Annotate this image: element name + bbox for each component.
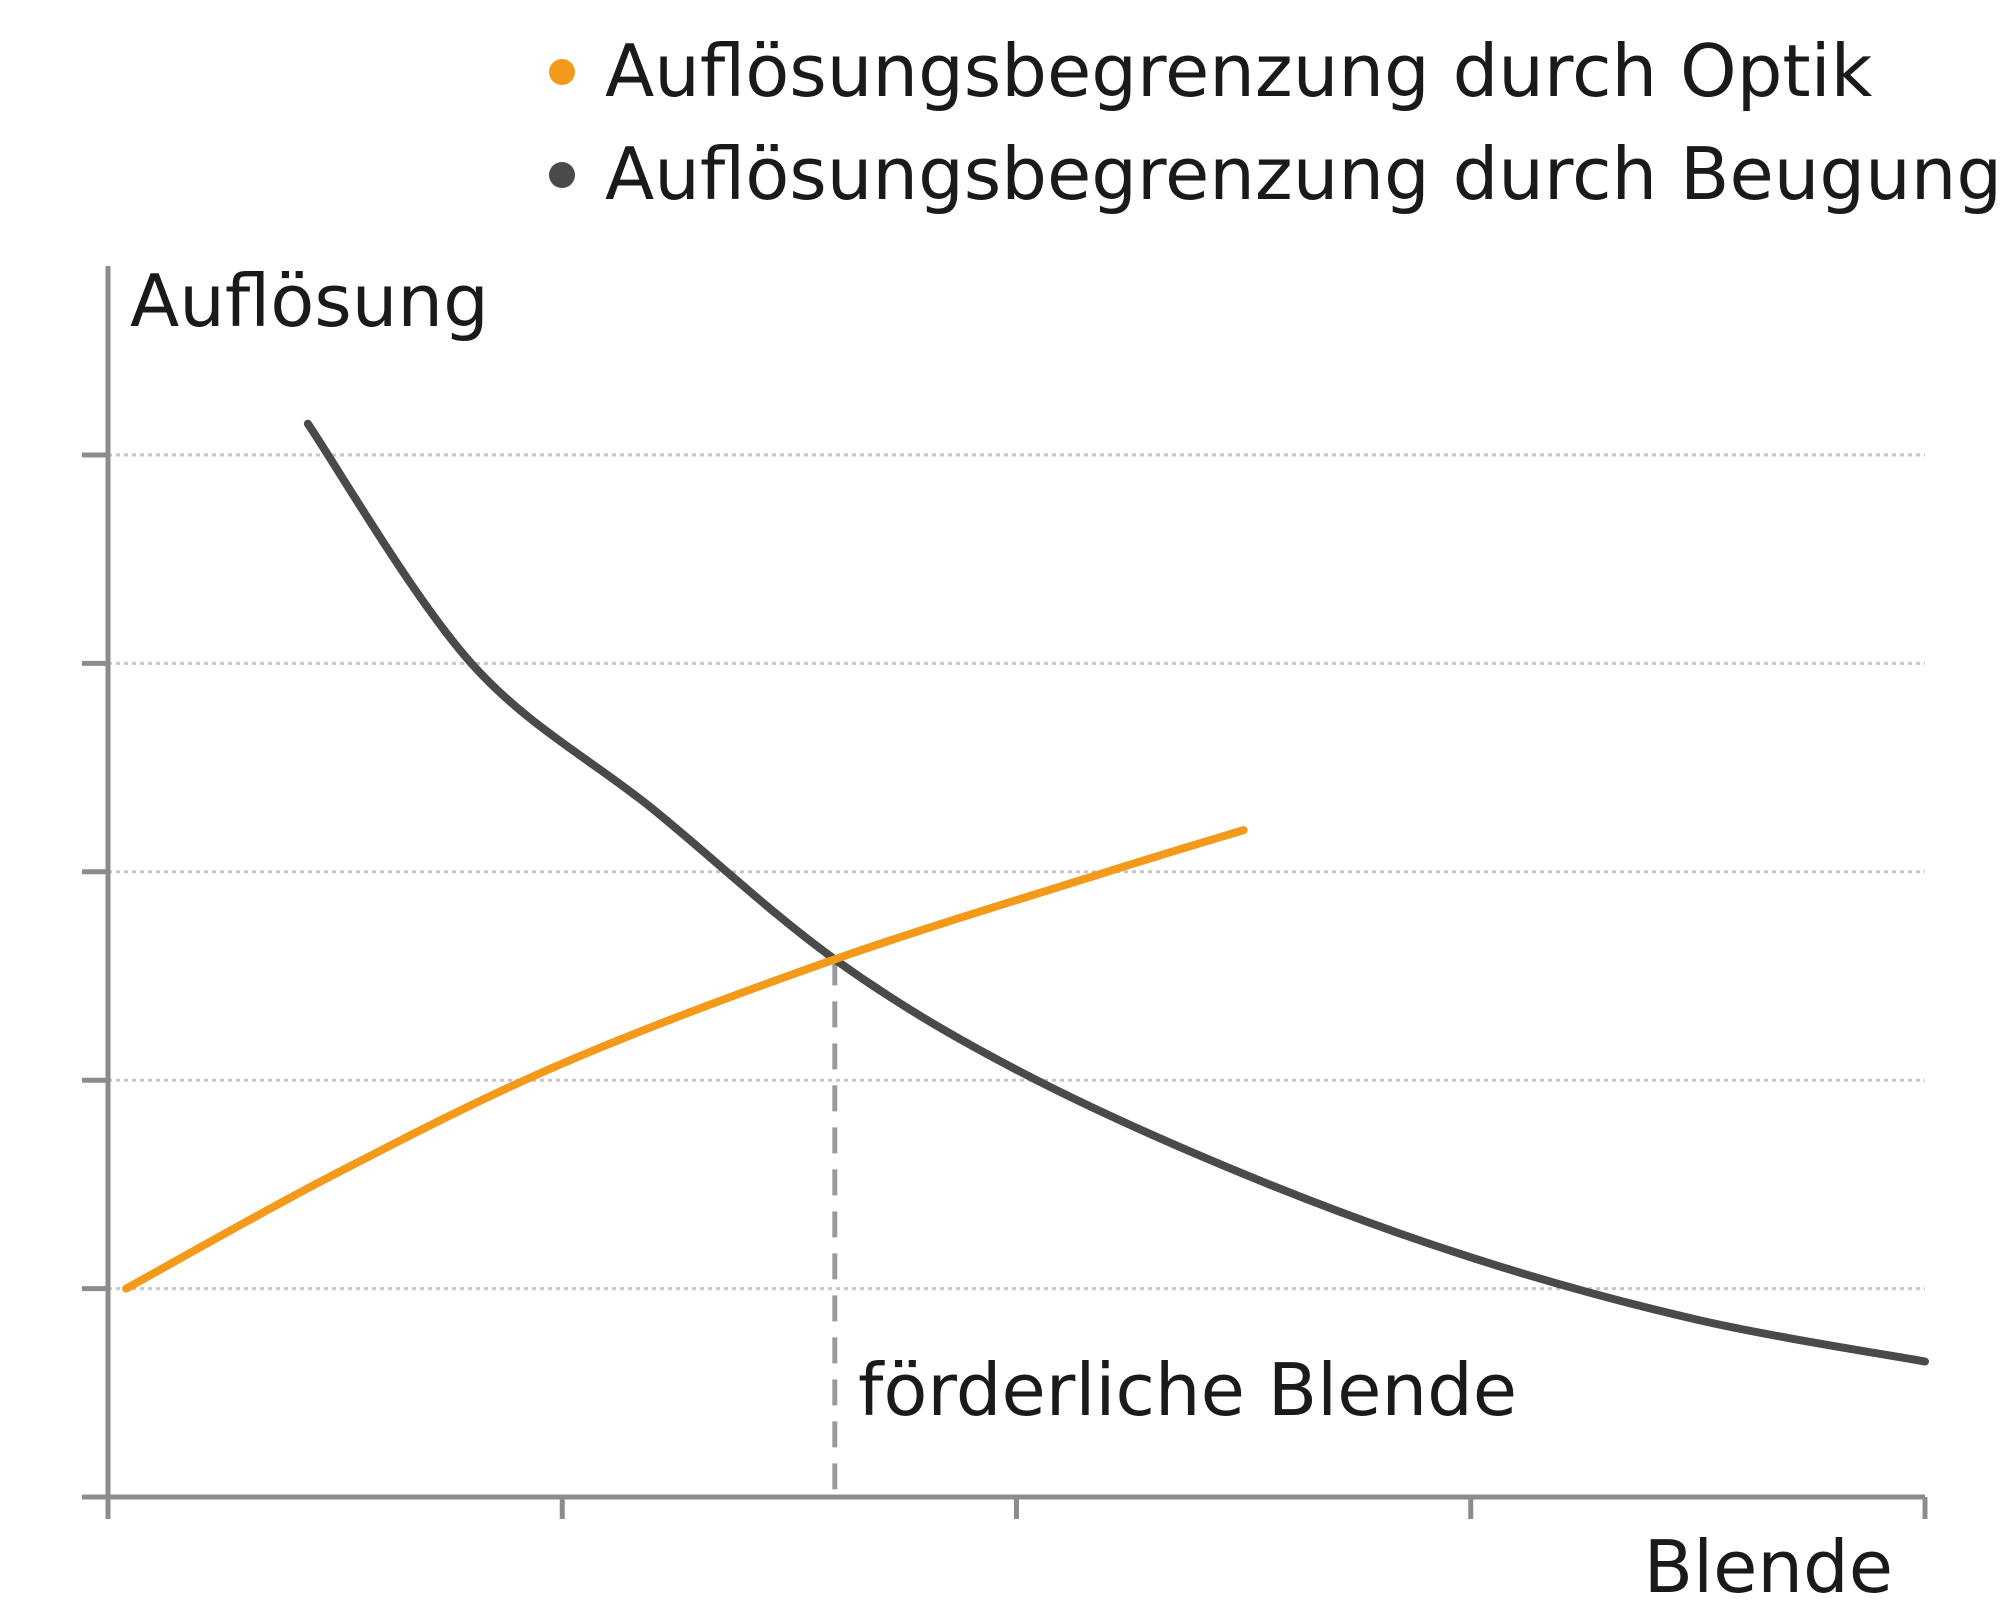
legend-marker-beugung [549, 162, 575, 188]
y-axis-label: Auflösung [130, 259, 489, 343]
legend: Auflösungsbegrenzung durch Optik Auflösu… [549, 29, 2000, 216]
legend-label-optik: Auflösungsbegrenzung durch Optik [605, 29, 1873, 113]
grid-lines [108, 453, 1925, 1291]
series-layer [122, 419, 1929, 1366]
annotation-foerderliche-blende: förderliche Blende [858, 1348, 1517, 1432]
series-line-beugung [303, 419, 1929, 1366]
series-line-optik [122, 826, 1248, 1293]
legend-marker-optik [549, 59, 575, 85]
x-axis-label: Blende [1644, 1525, 1893, 1603]
legend-label-beugung: Auflösungsbegrenzung durch Beugung [605, 132, 2000, 216]
axes [82, 266, 1928, 1519]
